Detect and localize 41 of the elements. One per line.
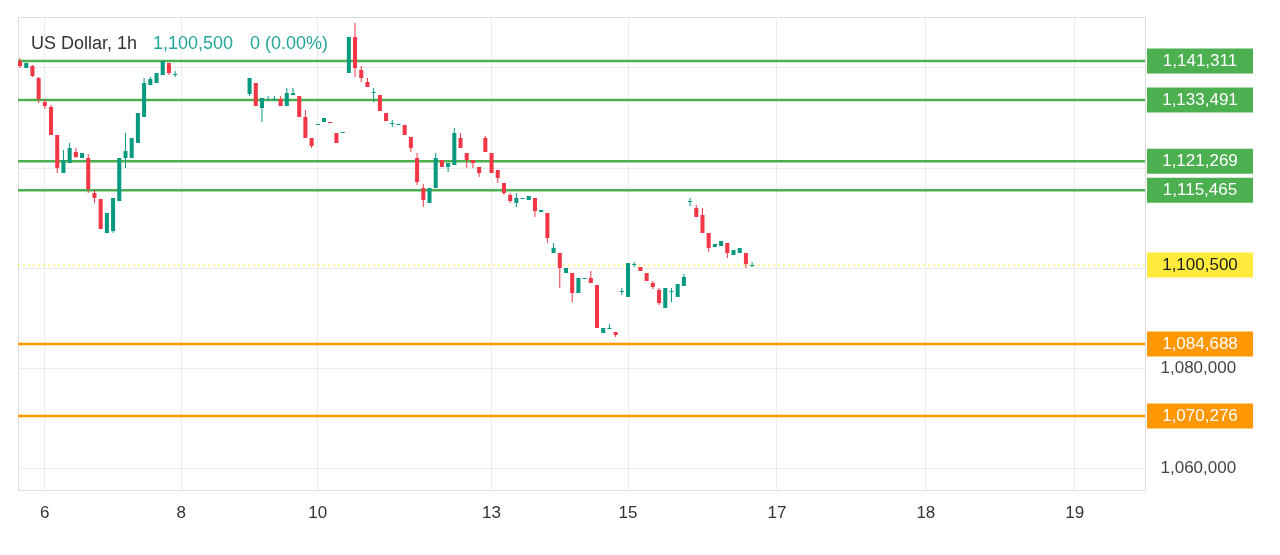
candlestick xyxy=(700,207,705,234)
candlestick xyxy=(73,147,78,159)
candlestick xyxy=(706,232,711,253)
candlestick xyxy=(371,87,376,103)
x-tick-label: 19 xyxy=(1065,502,1085,522)
candlestick xyxy=(750,261,755,268)
x-tick-label: 6 xyxy=(40,502,50,522)
candlestick xyxy=(36,76,41,104)
candlestick xyxy=(173,70,178,78)
candlestick xyxy=(570,272,575,303)
x-tick-label: 18 xyxy=(916,502,936,522)
candlestick xyxy=(18,57,23,69)
candlestick xyxy=(123,132,128,169)
candlestick xyxy=(415,152,420,186)
y-tick-label: 1,060,000 xyxy=(1160,458,1237,477)
candlestick xyxy=(557,252,562,289)
x-tick-label: 8 xyxy=(176,502,187,522)
candlestick xyxy=(470,159,475,169)
candlestick xyxy=(688,197,693,207)
candlestick xyxy=(259,97,264,123)
x-tick-label: 15 xyxy=(618,502,638,522)
ref-line-label: 1,121,269 xyxy=(1162,151,1238,171)
candlestick xyxy=(446,162,451,173)
candlestick xyxy=(421,183,426,208)
candlestick xyxy=(669,287,674,303)
annotation: 0 (0.00%) xyxy=(250,33,329,53)
text: US Dollar, 1h xyxy=(31,33,138,53)
annotation: 1,100,500 xyxy=(153,33,234,53)
x-tick-label: 10 xyxy=(308,502,328,522)
candlestick xyxy=(290,87,296,96)
y-tick-label: 1,080,000 xyxy=(1160,358,1237,377)
ref-line-label: 1,133,491 xyxy=(1162,90,1238,110)
ref-line-label: 1,100,500 xyxy=(1162,255,1238,274)
candlestick xyxy=(303,109,308,139)
ref-line-label: 1,084,688 xyxy=(1162,334,1238,354)
candlestick xyxy=(532,197,537,218)
ref-line-label: 1,070,276 xyxy=(1162,406,1238,426)
ref-line-label: 1,141,311 xyxy=(1162,50,1238,70)
ref-line-label: 1,115,465 xyxy=(1162,180,1238,200)
x-tick-label: 13 xyxy=(482,502,501,522)
x-tick-label: 17 xyxy=(767,502,787,522)
